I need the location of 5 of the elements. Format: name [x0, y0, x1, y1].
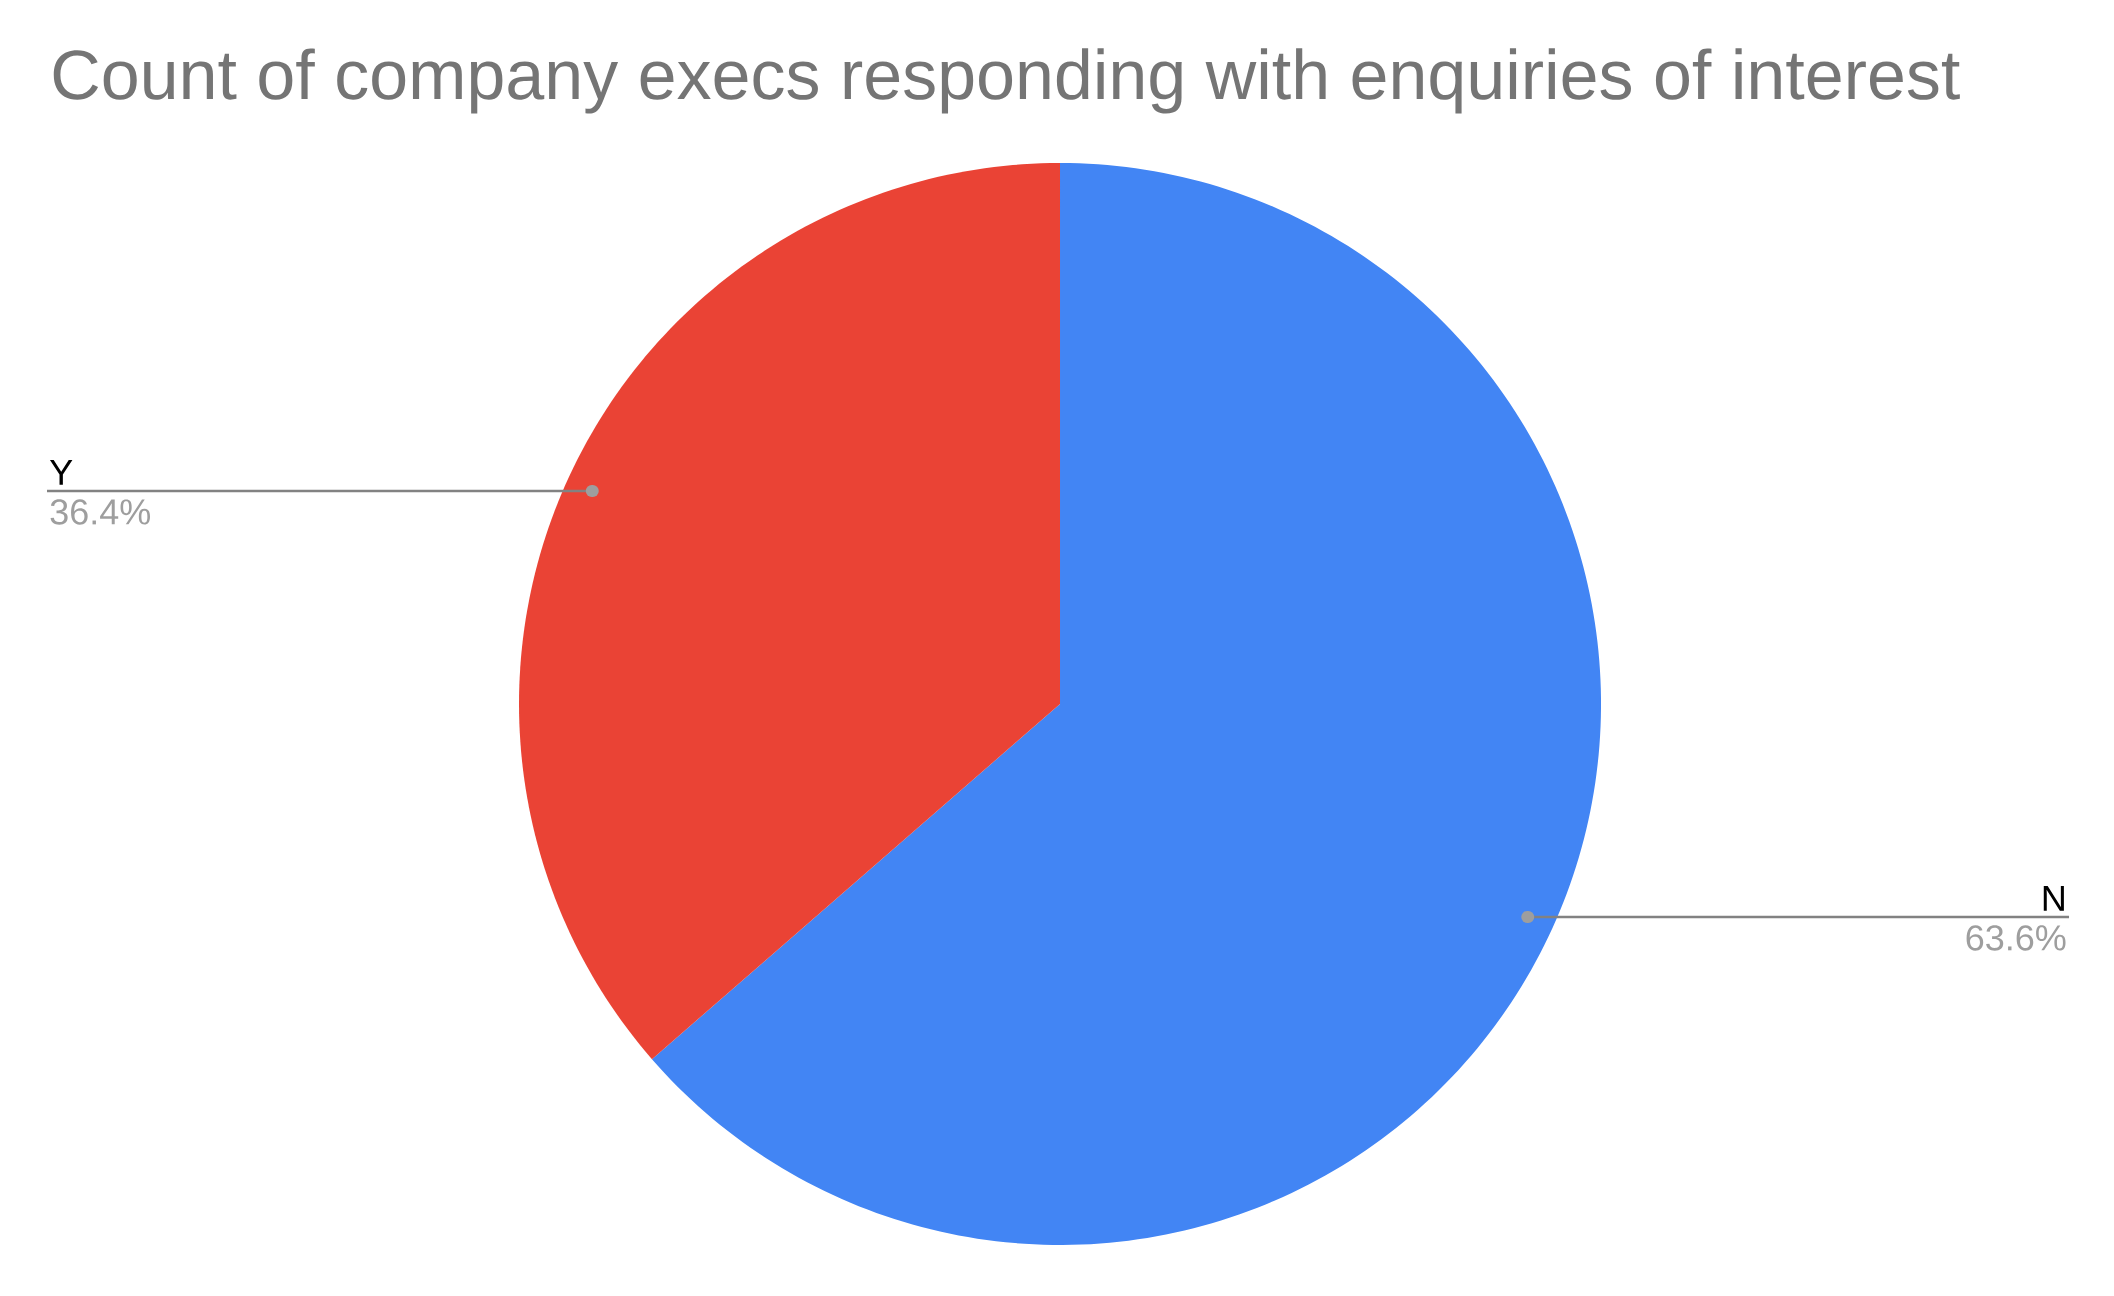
data-label: 63.6% [1966, 925, 2066, 951]
chart-title: Count of company execs responding with enquiries of interest [53, 48, 1960, 114]
data-label: 36.4% [50, 499, 150, 525]
slice-label: Y [49, 460, 73, 485]
slice-label: N [2043, 886, 2064, 911]
